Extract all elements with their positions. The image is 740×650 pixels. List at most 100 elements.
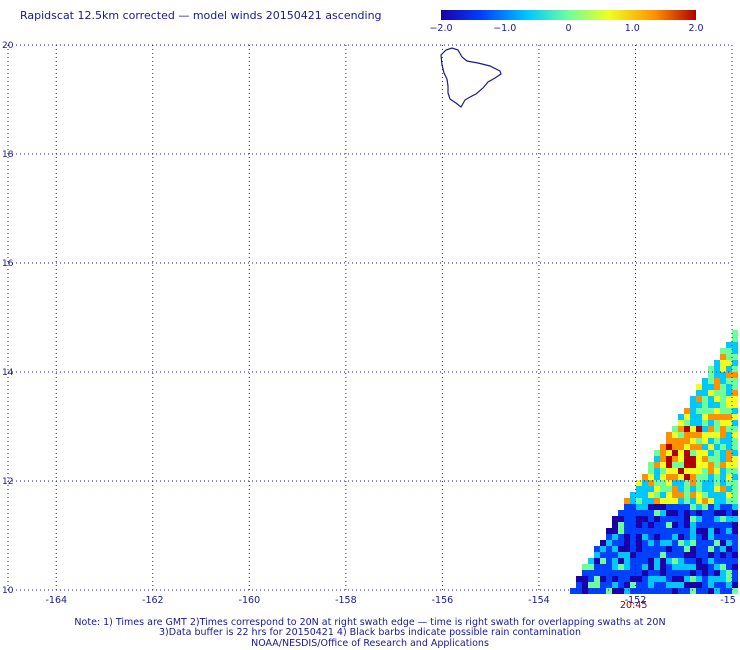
wind-cell xyxy=(732,342,738,348)
wind-cell xyxy=(666,492,672,498)
wind-cell xyxy=(672,462,678,468)
wind-cell xyxy=(708,474,714,480)
wind-cell xyxy=(732,390,738,396)
wind-cell xyxy=(660,552,666,558)
wind-cell xyxy=(666,516,672,522)
wind-cell xyxy=(624,498,630,504)
wind-cell xyxy=(678,480,684,486)
wind-cell xyxy=(702,414,708,420)
wind-cell xyxy=(678,546,684,552)
wind-cell xyxy=(726,552,732,558)
wind-cell xyxy=(636,498,642,504)
wind-cell xyxy=(672,546,678,552)
wind-cell xyxy=(714,408,720,414)
wind-cell xyxy=(684,474,690,480)
wind-cell xyxy=(684,522,690,528)
wind-cell xyxy=(696,510,702,516)
wind-cell xyxy=(654,492,660,498)
wind-cell xyxy=(726,420,732,426)
wind-cell xyxy=(696,570,702,576)
wind-cell xyxy=(702,402,708,408)
wind-cell xyxy=(702,516,708,522)
wind-cell xyxy=(732,528,738,534)
wind-cell xyxy=(648,480,654,486)
wind-cell xyxy=(606,558,612,564)
wind-cell xyxy=(732,558,738,564)
wind-cell xyxy=(648,504,654,510)
wind-cell xyxy=(582,570,588,576)
lat-tick-label: 20 xyxy=(2,41,14,51)
wind-cell xyxy=(630,582,636,588)
wind-cell xyxy=(666,534,672,540)
wind-cell xyxy=(690,492,696,498)
wind-cell xyxy=(618,534,624,540)
wind-cell xyxy=(714,396,720,402)
wind-cell xyxy=(642,522,648,528)
wind-cell xyxy=(666,510,672,516)
wind-cell xyxy=(690,552,696,558)
wind-cell xyxy=(720,588,726,594)
wind-cell xyxy=(672,498,678,504)
wind-cell xyxy=(642,588,648,594)
wind-cell xyxy=(708,402,714,408)
wind-cell xyxy=(696,540,702,546)
wind-cell xyxy=(684,414,690,420)
wind-cell xyxy=(654,486,660,492)
wind-cell xyxy=(732,534,738,540)
wind-cell xyxy=(708,570,714,576)
wind-cell xyxy=(708,390,714,396)
wind-cell xyxy=(654,498,660,504)
wind-cell xyxy=(714,450,720,456)
wind-cell xyxy=(654,552,660,558)
wind-cell xyxy=(672,588,678,594)
wind-cell xyxy=(726,588,732,594)
wind-cell xyxy=(690,438,696,444)
wind-cell xyxy=(618,540,624,546)
wind-cell xyxy=(624,504,630,510)
wind-cell xyxy=(690,498,696,504)
wind-cell xyxy=(576,588,582,594)
wind-cell xyxy=(684,450,690,456)
wind-cell xyxy=(732,372,738,378)
wind-cell xyxy=(618,558,624,564)
wind-cell xyxy=(594,582,600,588)
wind-cell xyxy=(666,480,672,486)
wind-cell xyxy=(702,588,708,594)
wind-cell xyxy=(660,582,666,588)
wind-cell xyxy=(666,546,672,552)
wind-cell xyxy=(732,336,738,342)
wind-cell xyxy=(720,408,726,414)
wind-cell xyxy=(714,522,720,528)
wind-cell xyxy=(720,534,726,540)
wind-cell xyxy=(672,474,678,480)
wind-cell xyxy=(660,492,666,498)
wind-cell xyxy=(618,588,624,594)
wind-cell xyxy=(684,570,690,576)
lon-tick-label: -162 xyxy=(142,595,164,606)
wind-cell xyxy=(654,516,660,522)
wind-cell xyxy=(660,456,666,462)
wind-cell xyxy=(708,432,714,438)
wind-cell xyxy=(726,510,732,516)
lon-tick-label: -152 xyxy=(625,595,647,606)
wind-cell xyxy=(666,450,672,456)
wind-cell xyxy=(660,468,666,474)
wind-cell xyxy=(702,522,708,528)
wind-cell xyxy=(720,540,726,546)
wind-cell xyxy=(708,522,714,528)
wind-cell xyxy=(678,456,684,462)
wind-cell xyxy=(684,486,690,492)
wind-cell xyxy=(642,504,648,510)
wind-cell xyxy=(726,414,732,420)
wind-cell xyxy=(660,474,666,480)
wind-cell xyxy=(606,582,612,588)
wind-cell xyxy=(720,450,726,456)
wind-cell xyxy=(720,570,726,576)
wind-cell xyxy=(666,522,672,528)
wind-cell xyxy=(660,480,666,486)
wind-cell xyxy=(696,522,702,528)
wind-cell xyxy=(690,570,696,576)
wind-cell xyxy=(720,396,726,402)
wind-cell xyxy=(666,570,672,576)
wind-cell xyxy=(732,510,738,516)
